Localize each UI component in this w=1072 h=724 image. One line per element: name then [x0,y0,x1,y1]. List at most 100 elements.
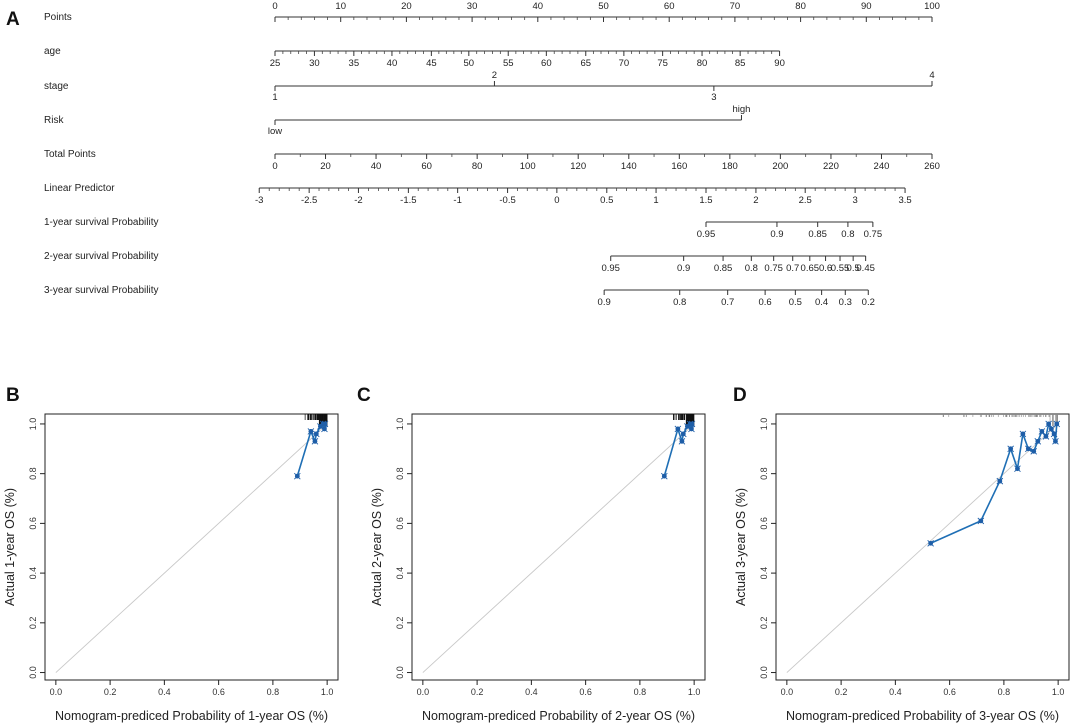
nomogram-tick-label: -2.5 [301,195,317,206]
panel-letter-b: B [6,385,20,406]
calibration-point [1019,430,1027,438]
nomogram-tick-label: 2.5 [799,195,812,206]
calibration-plot-3-year: 0.0 0.2 0.4 0.6 0.8 1.0 0.0 0.2 0.4 0.6 0.8 1.0 Nomo… [734,413,1070,723]
y-tick-label: 0.6 [28,517,38,530]
nomogram-tick-label: 1.5 [699,195,712,206]
nomogram-row-label: 3-year survival Probability [44,285,159,296]
nomogram-tick-label: 160 [671,161,687,172]
y-tick-label: 0.4 [759,567,769,580]
nomogram-tick-label: 0 [272,1,277,12]
x-tick-label: 0.4 [525,687,538,697]
calibration-point [312,430,320,438]
nomogram-tick-label: high [732,104,750,115]
y-tick-label: 0.2 [759,617,769,630]
ideal-reference-line [55,423,328,673]
nomogram-tick-label: 75 [657,58,668,69]
nomogram-row-label: age [44,46,61,57]
panel-letter-d: D [733,385,747,406]
nomogram-tick-label: 90 [861,1,872,12]
y-tick-label: 1.0 [759,418,769,431]
nomogram-tick-label: 0.55 [831,263,850,274]
plot-frame [775,413,1070,681]
nomogram-tick-label: 0.4 [815,297,828,308]
nomogram-row-points: Points 0 10 20 30 40 50 60 70 80 90 100 [44,1,940,23]
nomogram-tick-label: 2 [492,70,497,81]
nomogram-row-risk: Risk low high [44,104,750,137]
nomogram-row-label: Total Points [44,149,96,160]
y-tick-label: 0.0 [28,666,38,679]
nomogram-tick-label: 0.75 [764,263,783,274]
panel-letter-c: C [357,385,371,406]
nomogram-row-label: Risk [44,115,64,126]
calibration-point [311,438,319,445]
calibration-point [321,420,329,428]
nomogram-tick-label: 180 [722,161,738,172]
nomogram-tick-label: -3 [255,195,263,206]
nomogram-tick-label: 70 [730,1,741,12]
nomogram-tick-label: 20 [320,161,331,172]
nomogram-row-label: 2-year survival Probability [44,251,159,262]
nomogram-tick-label: 60 [421,161,432,172]
nomogram-tick-label: 0.2 [862,297,875,308]
nomogram-tick-label: 0.5 [789,297,802,308]
nomogram-tick-label: 50 [464,58,475,69]
nomogram-tick-label: 30 [467,1,478,12]
nomogram-tick-label: 80 [795,1,806,12]
rug-marks [304,414,328,426]
y-tick-label: 0.6 [759,517,769,530]
calibration-curve [930,421,1058,545]
nomogram-tick-label: 0.45 [856,263,875,274]
nomogram-tick-label: 4 [929,70,934,81]
x-tick-label: 0.4 [158,687,171,697]
nomogram-tick-label: 3 [852,195,857,206]
nomogram-tick-label: -2 [354,195,362,206]
plot-frame [411,413,706,681]
nomogram-tick-label: 0.65 [801,263,820,274]
nomogram-tick-label: 45 [426,58,437,69]
calibration-point [688,420,696,428]
y-tick-label: 0.8 [759,467,769,480]
y-tick-label: 0.6 [395,517,405,530]
nomogram-tick-label: 3 [711,92,716,103]
panel-letter-a: A [6,9,20,30]
nomogram-tick-label: 40 [533,1,544,12]
x-tick-label: 0.8 [634,687,647,697]
nomogram-tick-label: 0.9 [598,297,611,308]
x-tick-label: 1.0 [1052,687,1065,697]
nomogram-tick-label: 90 [774,58,785,69]
nomogram-tick-label: 1 [272,92,277,103]
nomogram-tick-label: 0.85 [808,229,827,240]
x-tick-label: 0.4 [889,687,902,697]
y-tick-label: 1.0 [28,418,38,431]
nomogram-tick-label: 65 [580,58,591,69]
nomogram-tick-label: 0 [554,195,559,206]
nomogram-row-stage: stage 1 2 3 4 [44,70,935,103]
calibration-point [1050,430,1058,438]
nomogram-tick-label: 30 [309,58,320,69]
y-tick-label: 0.2 [28,617,38,630]
nomogram-tick-label: 40 [371,161,382,172]
calibration-point [977,517,985,525]
nomogram-tick-label: 10 [335,1,346,12]
y-tick-label: 1.0 [395,418,405,431]
calibration-point [1053,420,1061,428]
nomogram-row-linear-predictor: Linear Predictor -3 -2.5 -2 -1.5 -1 -0.5 0 0.5 1 1… [44,183,912,206]
nomogram-row-age: age 25 30 35 40 45 50 55 60 65 70 75 80 85 90 [44,46,785,69]
calibration-plot-1-year: 0.0 0.2 0.4 0.6 0.8 1.0 0.0 0.2 0.4 0.6 0.8 1.0 Nomo… [3,413,339,723]
y-axis-label: Actual 1-year OS (%) [3,488,17,606]
calibration-point [1048,425,1055,433]
nomogram-tick-label: 0.95 [697,229,716,240]
nomogram-tick-label: 100 [924,1,940,12]
y-tick-label: 0.2 [395,617,405,630]
calibration-point [678,438,686,445]
calibration-point [1052,438,1059,445]
x-tick-label: 0.6 [943,687,956,697]
rug-marks [942,414,1058,426]
x-axis-label: Nomogram-prediced Probability of 1-year … [55,709,328,723]
nomogram-tick-label: 25 [270,58,281,69]
nomogram-tick-label: 0.85 [714,263,733,274]
calibration-point [1034,438,1042,445]
x-tick-label: 0.2 [471,687,484,697]
nomogram-tick-label: 70 [619,58,630,69]
nomogram-tick-label: 0.5 [600,195,613,206]
